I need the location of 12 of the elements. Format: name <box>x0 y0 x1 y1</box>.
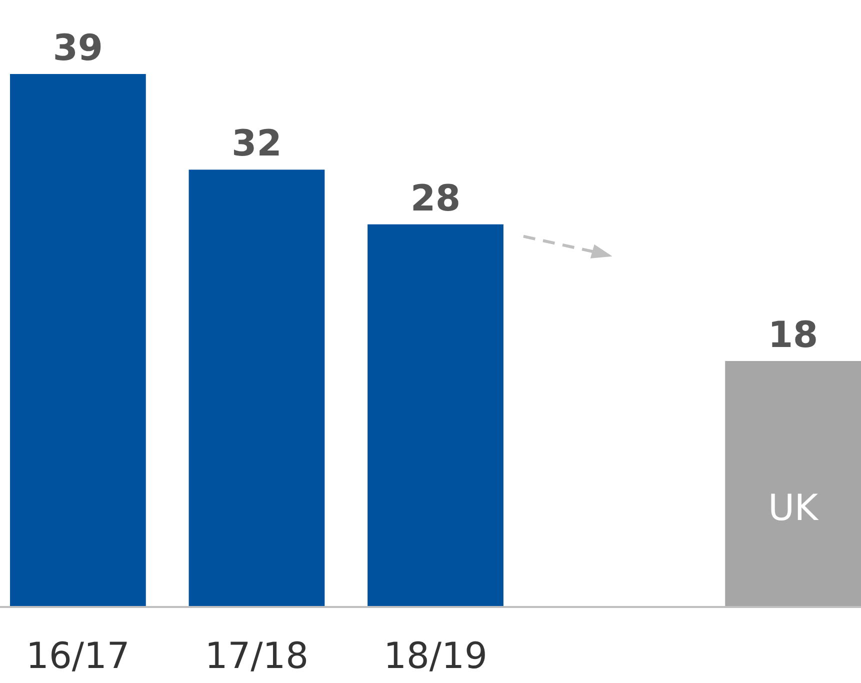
bar <box>368 224 504 607</box>
x-tick-label: 18/19 <box>384 636 488 677</box>
x-tick-label: 16/17 <box>26 636 130 677</box>
data-label: 28 <box>410 178 461 220</box>
data-label: 39 <box>52 28 103 69</box>
bar <box>725 361 861 607</box>
x-tick-label: 17/18 <box>204 636 309 677</box>
data-label: 32 <box>232 124 282 165</box>
bar <box>188 170 325 607</box>
x-tick-label: UK <box>768 488 820 529</box>
data-label: 18 <box>768 315 818 356</box>
bar <box>10 74 146 607</box>
